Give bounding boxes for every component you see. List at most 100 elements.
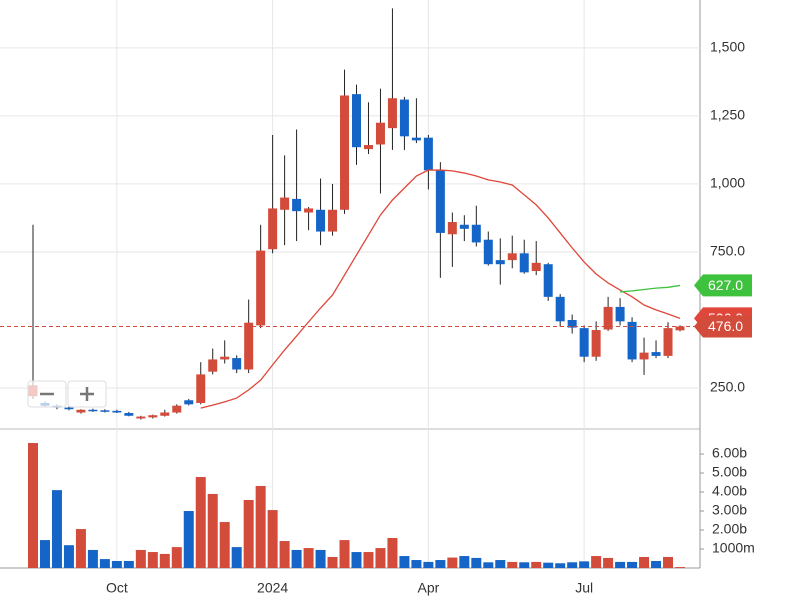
labels: 250.0 750.0 1,000 1,250 1,500 1000m 2.00b 3.00b… xyxy=(106,39,755,596)
candle-body xyxy=(328,209,338,232)
candle-body xyxy=(316,209,326,232)
volume-bar xyxy=(195,477,206,568)
volume-bar xyxy=(387,537,398,568)
volume-tick-label: 2.00b xyxy=(712,521,747,537)
candle-body xyxy=(579,328,589,357)
candle-body xyxy=(280,197,290,210)
volume-bar xyxy=(279,541,290,568)
candle-body xyxy=(543,264,553,297)
candle-body xyxy=(244,322,254,370)
volume-bar xyxy=(291,549,302,568)
volume-bar xyxy=(75,529,86,568)
candle-body xyxy=(483,239,493,265)
candle-body xyxy=(531,262,541,272)
volume-bar xyxy=(123,560,134,568)
marks xyxy=(0,8,700,568)
y-tick-label: 1,250 xyxy=(710,107,745,123)
volume-bar xyxy=(531,561,542,568)
volume-bar xyxy=(519,562,530,568)
candle-body xyxy=(663,328,673,356)
candle-body xyxy=(675,326,685,331)
volume-bar xyxy=(99,559,110,568)
candle-body xyxy=(507,253,517,261)
candle-body xyxy=(519,253,529,273)
candle-body xyxy=(256,250,266,326)
volume-bar xyxy=(339,540,350,568)
candle-body xyxy=(208,359,218,372)
candle-body xyxy=(459,224,469,229)
candle-body xyxy=(124,413,134,416)
price-tag-label: 476.0 xyxy=(708,318,743,334)
volume-tick-label: 1000m xyxy=(712,540,755,556)
volume-bar xyxy=(639,556,650,568)
candle-body xyxy=(304,208,314,213)
volume-bar xyxy=(435,560,446,568)
volume-bar xyxy=(375,548,386,568)
volume-bar xyxy=(303,548,314,568)
zoom-controls[interactable] xyxy=(27,380,107,408)
volume-bar xyxy=(675,567,685,568)
volume-bar xyxy=(63,545,74,568)
candle-body xyxy=(112,410,122,413)
price-tag-label: 627.0 xyxy=(708,277,743,293)
candle-body xyxy=(495,260,505,265)
candle-body xyxy=(627,321,637,360)
candle-body xyxy=(184,400,194,405)
volume-tick-label: 3.00b xyxy=(712,502,747,518)
candle-body xyxy=(76,409,86,413)
candle-body xyxy=(232,358,242,370)
volume-bar xyxy=(28,443,38,568)
candle-body xyxy=(292,198,302,212)
volume-bar xyxy=(351,552,362,568)
volume-bar xyxy=(495,560,506,568)
candle-body xyxy=(196,374,206,403)
candle-body xyxy=(172,405,182,413)
volume-bar xyxy=(579,561,590,568)
volume-bar xyxy=(651,560,662,568)
volume-bar xyxy=(243,500,254,568)
volume-bar xyxy=(267,510,278,568)
volume-bar xyxy=(627,561,638,568)
x-tick-label: Jul xyxy=(575,580,593,596)
volume-bar xyxy=(543,562,554,568)
candle-body xyxy=(603,306,613,330)
volume-bar xyxy=(447,557,458,568)
moving-line xyxy=(620,284,681,293)
volume-bar xyxy=(231,547,242,568)
y-tick-label: 250.0 xyxy=(710,379,745,395)
candle-body xyxy=(555,296,565,322)
volume-bar xyxy=(135,549,146,568)
y-tick-label: 1,000 xyxy=(710,175,745,191)
grid xyxy=(0,0,704,568)
candle-body xyxy=(136,416,146,419)
candle-body xyxy=(447,222,457,235)
volume-bar xyxy=(567,562,578,568)
x-tick-label: Oct xyxy=(106,580,128,596)
candle-body xyxy=(352,94,361,148)
volume-bar xyxy=(591,556,602,568)
volume-tick-label: 4.00b xyxy=(712,483,747,499)
candle-body xyxy=(399,99,409,137)
candle-body xyxy=(411,137,421,141)
volume-bar xyxy=(315,549,326,568)
volume-bar xyxy=(459,556,470,568)
volume-bar xyxy=(183,511,194,568)
candle-body xyxy=(88,409,98,412)
candle-body xyxy=(148,415,158,418)
candle-body xyxy=(64,407,74,410)
volume-bar xyxy=(471,557,482,568)
volume-bar xyxy=(39,540,50,568)
volume-bar xyxy=(51,490,62,568)
volume-bar xyxy=(147,552,158,568)
volume-bar xyxy=(399,556,410,568)
volume-bar xyxy=(603,557,614,568)
candle-body xyxy=(160,412,170,416)
volume-tick-label: 6.00b xyxy=(712,445,747,461)
candle-body xyxy=(567,319,577,328)
volume-bar xyxy=(87,549,98,568)
candle-body xyxy=(615,306,625,322)
candle-body xyxy=(340,95,350,210)
volume-bar xyxy=(483,562,494,568)
y-tick-label: 1,500 xyxy=(710,39,745,55)
